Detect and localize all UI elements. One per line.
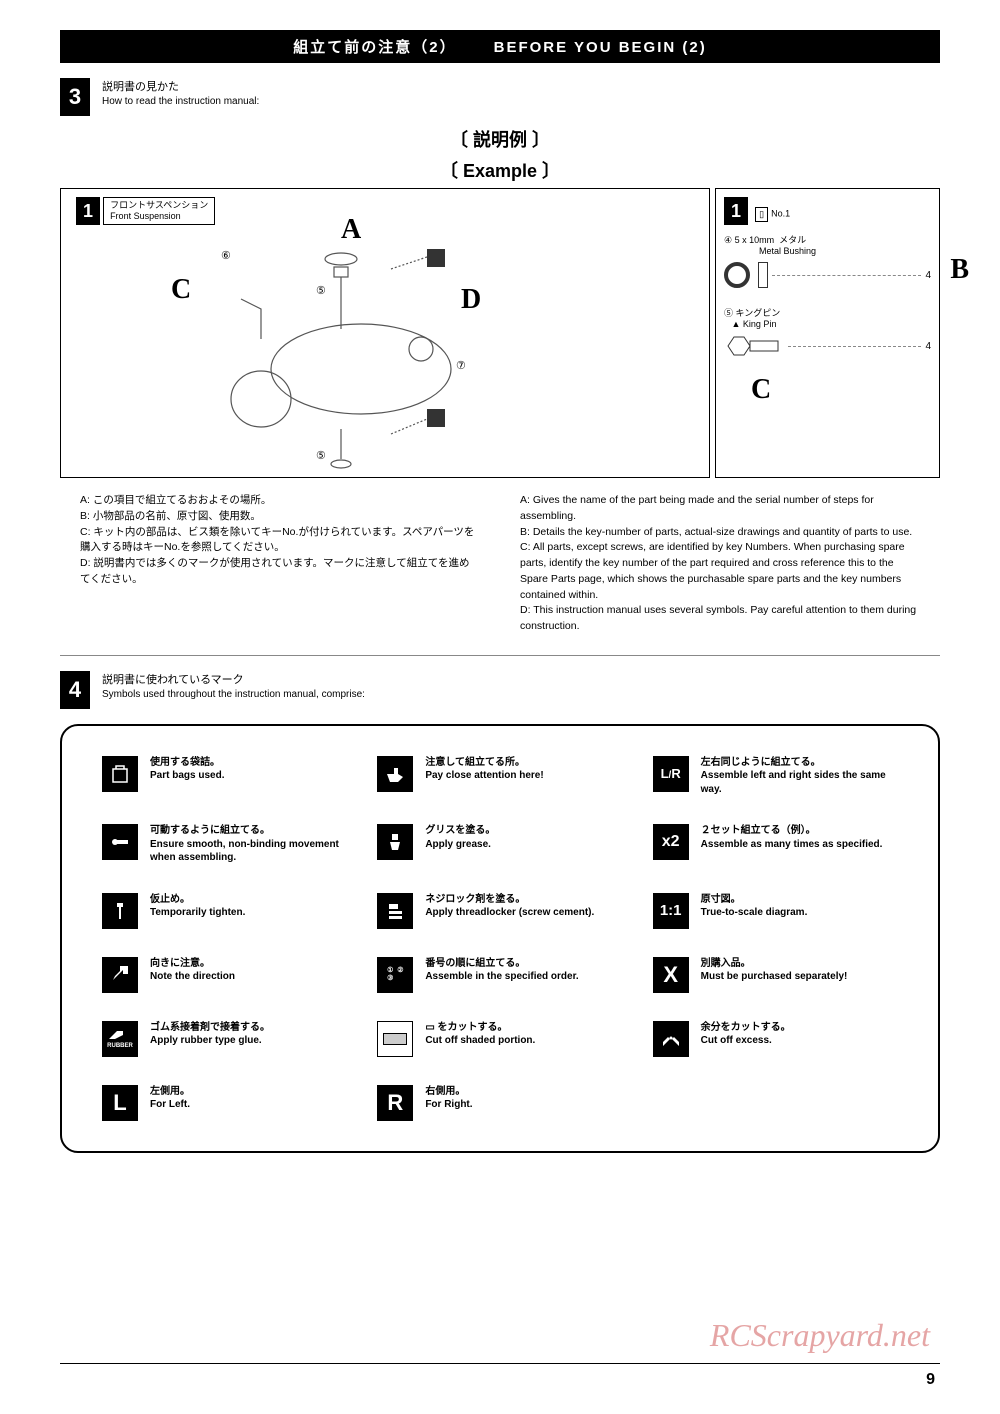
step-number: 3 (60, 78, 90, 116)
symbol-item: 可動するように組立てる。Ensure smooth, non-binding m… (102, 824, 347, 865)
symbol-icon-lock (377, 893, 413, 929)
letter-C: C (171, 274, 191, 306)
symbol-item: x2 ２セット組立てる（例）。Assemble as many times as … (653, 824, 898, 865)
symbol-icon-x2: x2 (653, 824, 689, 860)
page-number: 9 (926, 1371, 935, 1389)
step-3: 3 説明書の見かた How to read the instruction ma… (60, 78, 940, 116)
part-5: ⑤ キングピン ▲ King Pin (724, 306, 931, 329)
step4-en: Symbols used throughout the instruction … (102, 688, 365, 702)
example-title-en: 〔 Example 〕 (60, 157, 940, 183)
symbol-text: ゴム系接着剤で接着する。Apply rubber type glue. (150, 1021, 270, 1048)
symbol-item: R 右側用。For Right. (377, 1085, 622, 1121)
symbol-item: 仮止め。Temporarily tighten. (102, 893, 347, 929)
symbol-item: 余分をカットする。Cut off excess. (653, 1021, 898, 1057)
symbols-grid: 使用する袋詰。Part bags used. 注意して組立てる所。Pay clos… (102, 756, 898, 1121)
symbol-item: X 別購入品。Must be purchased separately! (653, 957, 898, 993)
part4-qty: 4 (925, 270, 931, 281)
watermark: RCScrapyard.net (710, 1317, 930, 1354)
symbol-icon-bag (102, 756, 138, 792)
kingpin-icon (724, 333, 784, 359)
legend: A: この項目で組立てるおおよその場所。 B: 小物部品の名前、原寸図、使用数。… (80, 493, 920, 635)
symbol-icon-R: R (377, 1085, 413, 1121)
legend-jp: A: この項目で組立てるおおよその場所。 B: 小物部品の名前、原寸図、使用数。… (80, 493, 480, 635)
symbol-icon-grease (377, 824, 413, 860)
symbol-item: L 左側用。For Left. (102, 1085, 347, 1121)
divider (60, 655, 940, 656)
diagram-step-num: 1 (76, 197, 100, 225)
letter-C-side: C (751, 374, 771, 406)
symbol-text: 可動するように組立てる。Ensure smooth, non-binding m… (150, 824, 347, 865)
symbol-text: ネジロック剤を塗る。Apply threadlocker (screw ceme… (425, 893, 594, 920)
step3-en: How to read the instruction manual: (102, 95, 259, 109)
step3-jp: 説明書の見かた (102, 80, 259, 95)
symbol-text: 注意して組立てる所。Pay close attention here! (425, 756, 543, 783)
symbol-text: 別購入品。Must be purchased separately! (701, 957, 848, 984)
symbol-icon-order: ① ②③ (377, 957, 413, 993)
step-text: 説明書の見かた How to read the instruction manu… (102, 78, 259, 109)
side-diagram: 1 ▯ No.1 ④ 5 x 10mm メタル Metal Bushing 4 … (715, 188, 940, 478)
header-jp: 組立て前の注意（2） (293, 39, 456, 56)
step-number-4: 4 (60, 671, 90, 709)
bushing-icon (724, 262, 750, 288)
symbol-item: 使用する袋詰。Part bags used. (102, 756, 347, 797)
footer-rule (60, 1363, 940, 1364)
part-label: フロントサスペンション Front Suspension (103, 197, 215, 225)
symbol-icon-arrow (102, 957, 138, 993)
symbol-text: 仮止め。Temporarily tighten. (150, 893, 245, 920)
bag-no: No.1 (771, 209, 790, 219)
symbol-item: RUBBER ゴム系接着剤で接着する。Apply rubber type glue… (102, 1021, 347, 1057)
example-title-jp: 〔 説明例 〕 (60, 126, 940, 152)
header-en: BEFORE YOU BEGIN (2) (494, 39, 707, 56)
part5-qty: 4 (925, 341, 931, 352)
symbol-icon-wrench (102, 824, 138, 860)
symbol-icon-nippers (653, 1021, 689, 1057)
diagram-row: 1 フロントサスペンション Front Suspension A C D ⑥ ⑤… (60, 188, 940, 478)
symbol-item: ▭ をカットする。Cut off shaded portion. (377, 1021, 622, 1057)
symbol-icon-cut (377, 1021, 413, 1057)
letter-B: B (950, 254, 969, 286)
symbol-text: 左右同じように組立てる。Assemble left and right side… (701, 756, 898, 797)
symbol-icon-X: X (653, 957, 689, 993)
suspension-sketch (191, 239, 541, 469)
symbol-text: グリスを塗る。Apply grease. (425, 824, 495, 851)
step4-jp: 説明書に使われているマーク (102, 673, 365, 688)
symbol-item: 向きに注意。Note the direction (102, 957, 347, 993)
part-4: ④ 5 x 10mm メタル Metal Bushing (724, 233, 931, 256)
symbol-item: 1:1 原寸図。True-to-scale diagram. (653, 893, 898, 929)
symbol-text: 左側用。For Left. (150, 1085, 190, 1112)
page-header: 組立て前の注意（2） BEFORE YOU BEGIN (2) (60, 30, 940, 63)
symbol-icon-1:1: 1:1 (653, 893, 689, 929)
symbol-icon-rubber: RUBBER (102, 1021, 138, 1057)
symbol-icon-LR: L/R (653, 756, 689, 792)
symbol-text: 向きに注意。Note the direction (150, 957, 235, 984)
symbol-icon-L: L (102, 1085, 138, 1121)
symbol-item: グリスを塗る。Apply grease. (377, 824, 622, 865)
symbol-text: 余分をカットする。Cut off excess. (701, 1021, 791, 1048)
symbol-item: ① ②③ 番号の順に組立てる。Assemble in the specified … (377, 957, 622, 993)
step4-text: 説明書に使われているマーク Symbols used throughout th… (102, 671, 365, 702)
side-step-num: 1 (724, 197, 748, 225)
symbol-text: ▭ をカットする。Cut off shaded portion. (425, 1021, 535, 1048)
main-diagram: 1 フロントサスペンション Front Suspension A C D ⑥ ⑤… (60, 188, 710, 478)
symbol-text: ２セット組立てる（例）。Assemble as many times as sp… (701, 824, 883, 851)
bag-icon: ▯ (755, 207, 768, 222)
legend-en: A: Gives the name of the part being made… (520, 493, 920, 635)
symbol-text: 番号の順に組立てる。Assemble in the specified orde… (425, 957, 578, 984)
symbols-box: 使用する袋詰。Part bags used. 注意して組立てる所。Pay clos… (60, 724, 940, 1153)
symbol-item: ネジロック剤を塗る。Apply threadlocker (screw ceme… (377, 893, 622, 929)
symbol-icon-screw (102, 893, 138, 929)
step-4: 4 説明書に使われているマーク Symbols used throughout … (60, 671, 940, 709)
symbol-item: L/R 左右同じように組立てる。Assemble left and right s… (653, 756, 898, 797)
bushing-side-icon (758, 262, 768, 288)
symbol-text: 使用する袋詰。Part bags used. (150, 756, 224, 783)
symbol-item: 注意して組立てる所。Pay close attention here! (377, 756, 622, 797)
symbol-icon-hand (377, 756, 413, 792)
symbol-text: 右側用。For Right. (425, 1085, 472, 1112)
symbol-text: 原寸図。True-to-scale diagram. (701, 893, 808, 920)
